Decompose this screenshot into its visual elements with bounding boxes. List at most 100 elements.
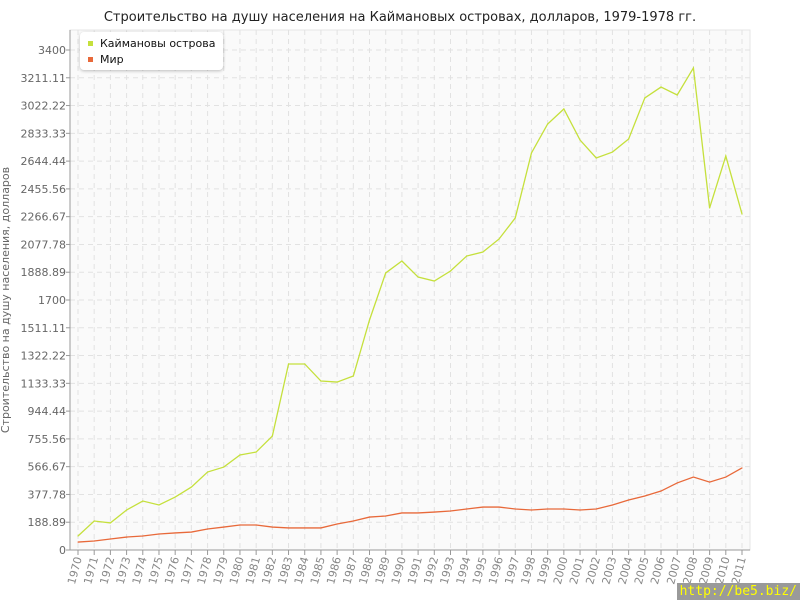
- legend-item-cayman[interactable]: Каймановы острова: [88, 35, 215, 51]
- data-point: [644, 97, 646, 99]
- data-point: [401, 512, 403, 514]
- data-point: [255, 524, 257, 526]
- data-point: [206, 528, 209, 530]
- data-point: [223, 526, 225, 528]
- data-point: [125, 536, 128, 538]
- y-tick-label: 0: [59, 544, 66, 557]
- data-point: [579, 509, 581, 511]
- data-point: [449, 270, 452, 272]
- data-point: [401, 260, 403, 262]
- data-point: [595, 508, 597, 510]
- data-point: [271, 435, 273, 437]
- chart-title: Строительство на душу населения на Кайма…: [103, 10, 697, 25]
- data-point: [77, 541, 79, 543]
- data-point: [352, 520, 354, 522]
- data-point: [174, 496, 176, 498]
- plot-area: [69, 29, 751, 551]
- data-point: [93, 520, 95, 522]
- watermark[interactable]: http://be5.biz/: [676, 583, 800, 600]
- data-point: [368, 516, 371, 518]
- data-point: [417, 276, 419, 278]
- legend-label: Мир: [100, 52, 124, 66]
- data-point: [142, 500, 144, 502]
- y-tick-label: 2266.67: [21, 211, 67, 224]
- data-point: [320, 380, 322, 382]
- data-point: [271, 526, 273, 528]
- data-point: [433, 280, 435, 282]
- series-line-1: [77, 467, 743, 543]
- data-point: [530, 509, 533, 511]
- data-point: [644, 495, 646, 497]
- data-point: [498, 238, 500, 240]
- data-point: [563, 108, 565, 110]
- data-point: [368, 319, 371, 321]
- data-point: [190, 531, 192, 533]
- data-point: [417, 512, 419, 514]
- data-point: [142, 535, 144, 537]
- y-tick-label: 377.78: [28, 488, 67, 501]
- data-point: [336, 523, 338, 525]
- data-point: [741, 467, 743, 469]
- data-point: [482, 506, 484, 508]
- y-tick-label: 188.89: [28, 516, 67, 529]
- data-point: [547, 508, 549, 510]
- data-point: [385, 515, 387, 517]
- data-point: [385, 272, 387, 274]
- y-tick-label: 1700: [38, 294, 66, 307]
- data-point: [304, 363, 306, 365]
- y-axis-label: Строительство на душу населения, долларо…: [0, 167, 12, 433]
- data-point: [190, 486, 192, 488]
- data-point: [158, 504, 160, 506]
- data-point: [466, 255, 468, 257]
- data-point: [660, 86, 662, 88]
- y-tick-label: 3211.11: [21, 72, 67, 85]
- data-point: [579, 139, 581, 141]
- y-tick-label: 1322.22: [21, 350, 67, 363]
- data-point: [514, 508, 516, 510]
- data-point: [676, 94, 678, 96]
- y-tick-label: 3400: [38, 44, 66, 57]
- data-point: [660, 490, 662, 492]
- legend-label: Каймановы острова: [100, 36, 216, 50]
- data-point: [692, 67, 695, 69]
- y-tick-label: 2455.56: [21, 183, 67, 196]
- y-tick-label: 1133.33: [21, 377, 67, 390]
- data-point: [466, 508, 468, 510]
- data-point: [725, 476, 727, 478]
- data-point: [352, 375, 354, 377]
- y-tick-label: 2644.44: [21, 155, 67, 168]
- data-point: [611, 151, 614, 153]
- data-point: [482, 251, 484, 253]
- data-point: [336, 381, 338, 383]
- data-point: [223, 466, 225, 468]
- legend: Каймановы острова Мир: [80, 32, 224, 70]
- data-point: [628, 499, 630, 501]
- data-point: [498, 506, 500, 508]
- data-point: [239, 454, 241, 456]
- y-tick-label: 944.44: [28, 405, 67, 418]
- y-tick-label: 1511.11: [21, 322, 67, 335]
- data-point: [611, 504, 614, 506]
- data-point: [449, 510, 452, 512]
- data-point: [676, 482, 678, 484]
- data-point: [433, 511, 435, 513]
- data-point: [595, 157, 597, 159]
- y-tick-label: 2077.78: [21, 238, 67, 251]
- legend-swatch: [88, 56, 93, 62]
- legend-item-world[interactable]: Мир: [88, 51, 215, 67]
- data-point: [93, 540, 95, 542]
- y-tick-label: 1888.89: [21, 266, 67, 279]
- y-tick-label: 755.56: [28, 433, 67, 446]
- data-point: [109, 522, 111, 524]
- legend-swatch: [88, 40, 93, 46]
- data-point: [692, 476, 695, 478]
- data-point: [125, 509, 128, 511]
- y-tick-label: 566.67: [28, 461, 67, 474]
- y-tick-label: 3022.22: [21, 100, 67, 113]
- series-line-0: [77, 65, 743, 537]
- data-point: [709, 481, 711, 483]
- data-point: [255, 451, 257, 453]
- data-point: [530, 152, 533, 154]
- data-point: [158, 533, 160, 535]
